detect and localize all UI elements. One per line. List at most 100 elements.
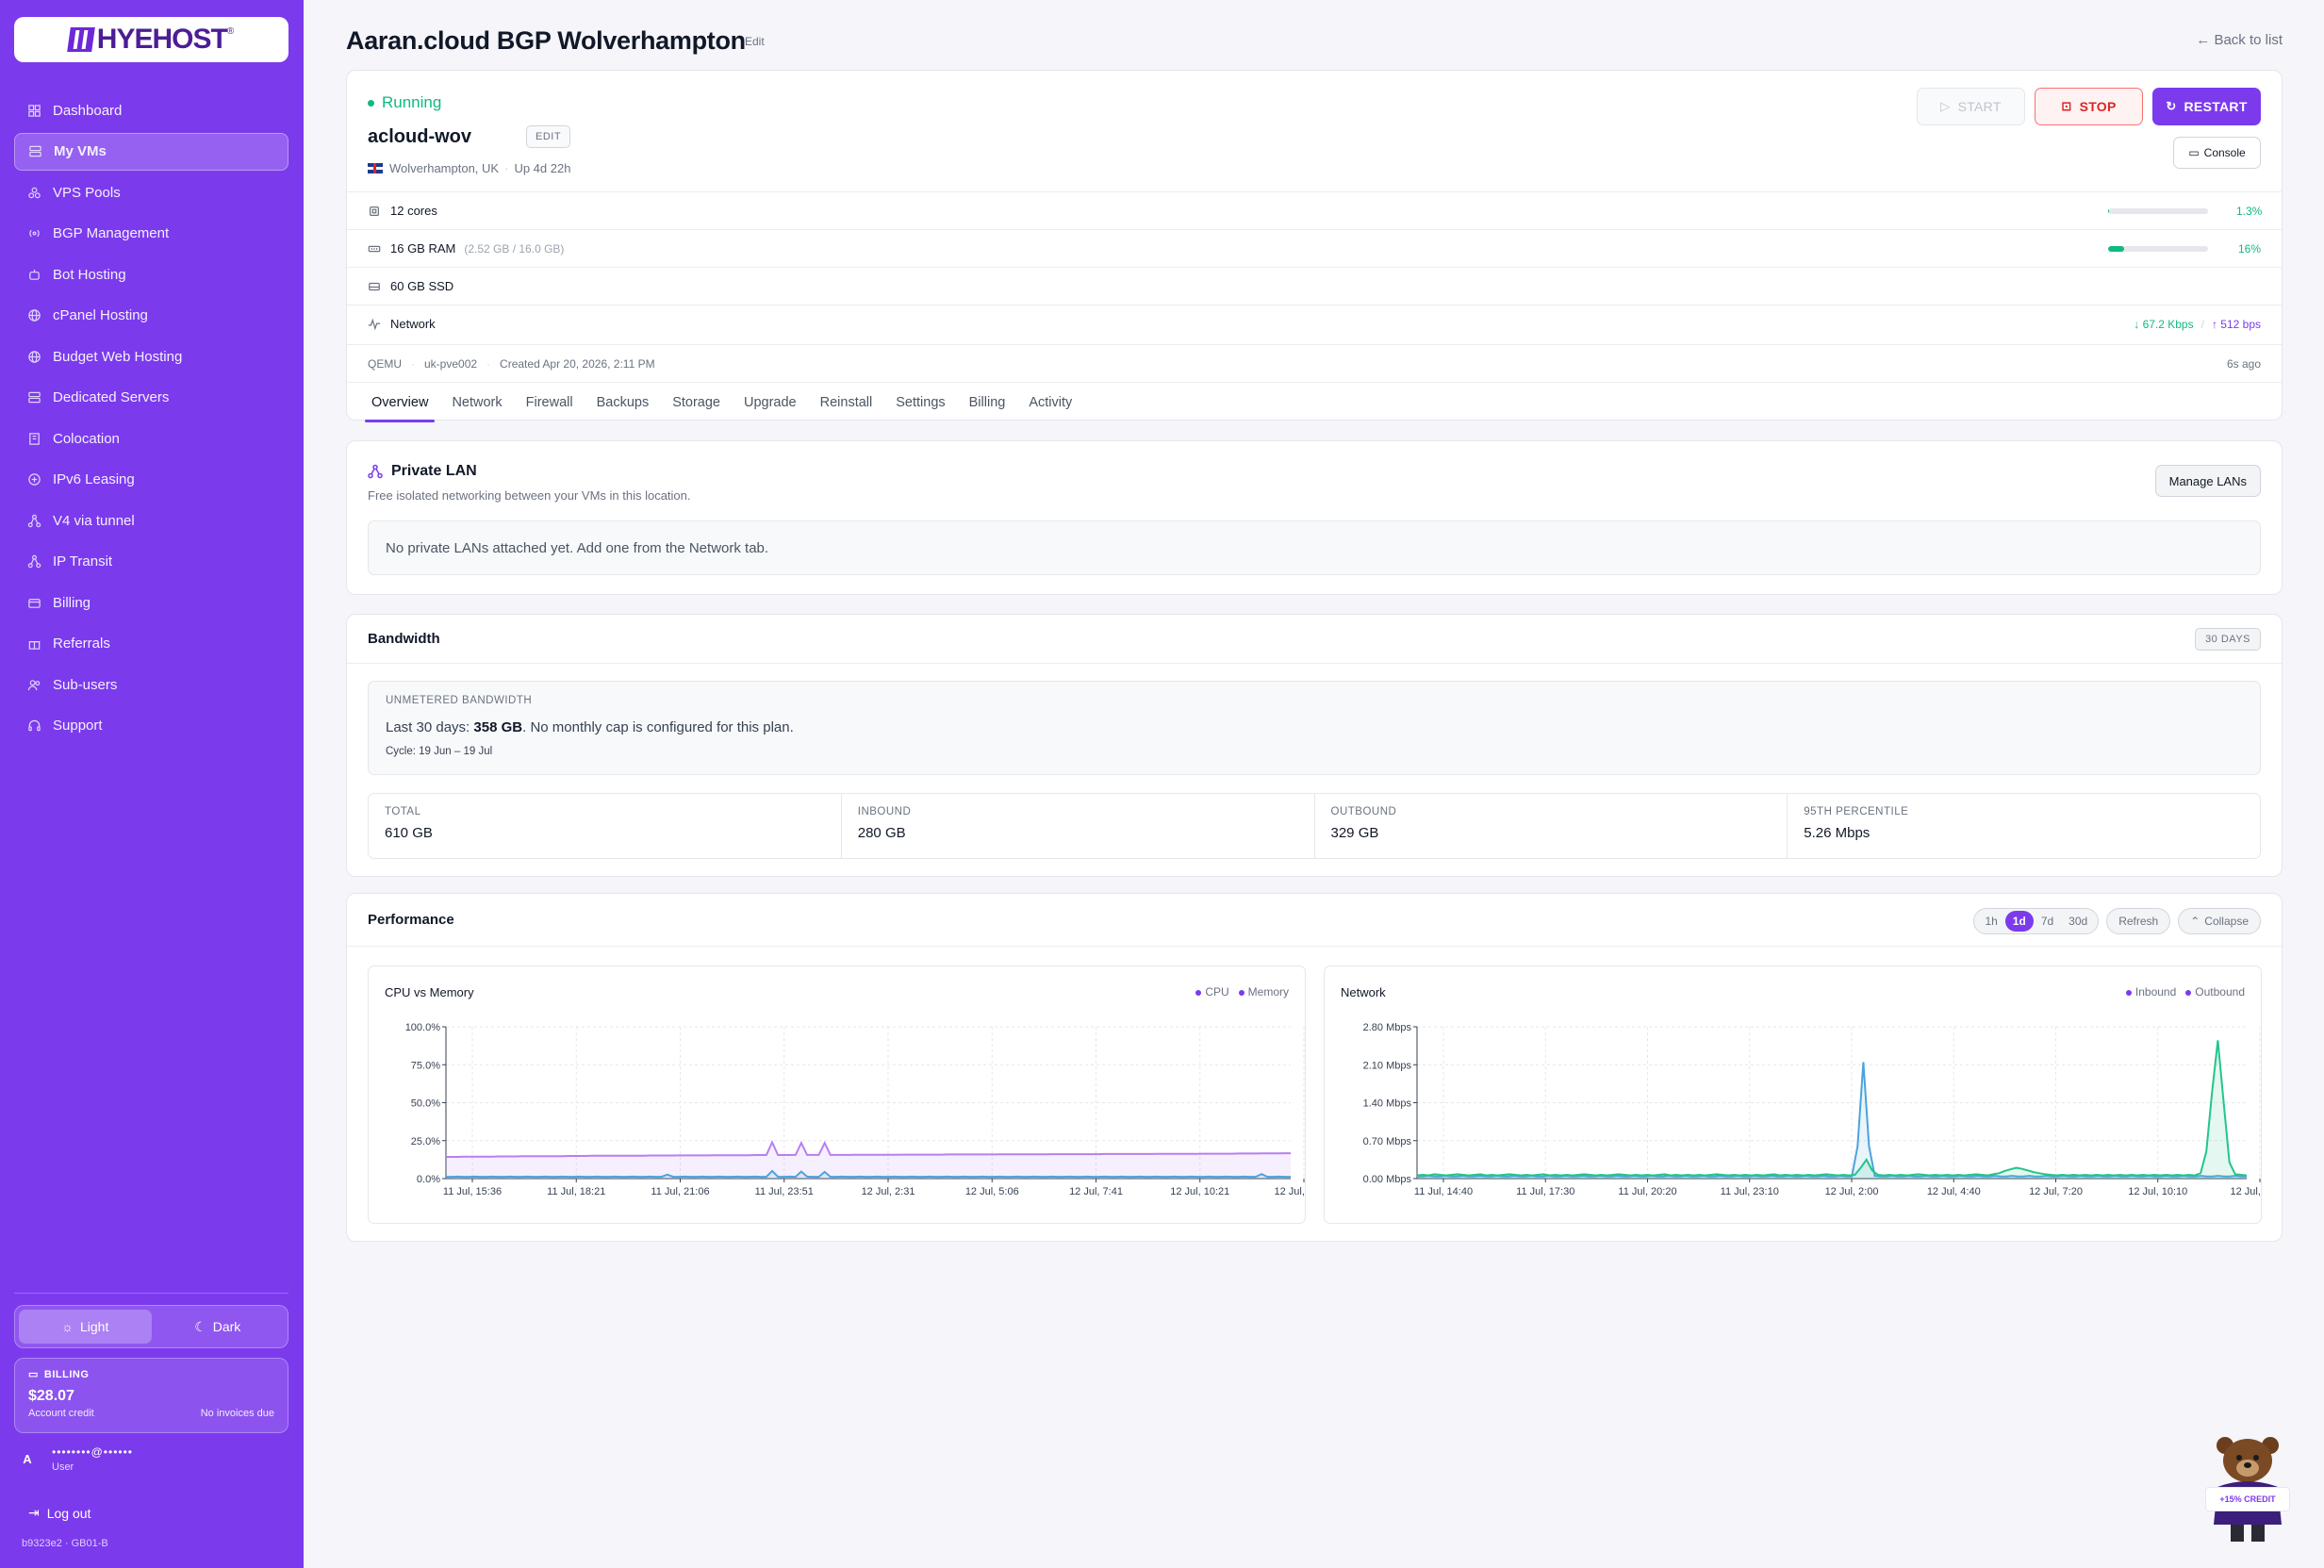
memory-icon	[368, 241, 382, 256]
tab-storage[interactable]: Storage	[672, 395, 720, 410]
ram-size: 16 GB RAM	[390, 241, 456, 256]
sidebar-item-my-vms[interactable]: My VMs	[14, 132, 288, 171]
ram-row: 16 GB RAM (2.52 GB / 16.0 GB) 16%	[347, 229, 2282, 267]
y-tick-label: 1.40 Mbps	[1363, 1098, 1412, 1110]
sidebar-item-referrals[interactable]: Referrals	[14, 625, 288, 663]
brand-logo[interactable]: HYEHOST ®	[14, 17, 288, 62]
disk-size: 60 GB SSD	[390, 279, 454, 293]
billing-summary-card[interactable]: ▭ BILLING $28.07 Account credit No invoi…	[14, 1358, 288, 1433]
sidebar-item-ip-transit[interactable]: IP Transit	[14, 543, 288, 581]
power-controls: ▷ START ⊡ STOP ↻ RESTART	[1917, 88, 2261, 125]
network-icon	[26, 554, 41, 569]
range-1h-button[interactable]: 1h	[1985, 915, 1998, 928]
network-rates: ↓ 67.2 Kbps / ↑ 512 bps	[2134, 318, 2261, 331]
sidebar-item-cpanel-hosting[interactable]: cPanel Hosting	[14, 297, 288, 335]
range-30d-button[interactable]: 30d	[2069, 915, 2088, 928]
billing-cycle: Cycle: 19 Jun – 19 Jul	[386, 746, 493, 757]
legend-item-cpu[interactable]: CPU	[1195, 985, 1229, 999]
theme-light-button[interactable]: ☼ Light	[19, 1310, 152, 1344]
sidebar-item-budget-web-hosting[interactable]: Budget Web Hosting	[14, 338, 288, 375]
sidebar-item-colocation[interactable]: Colocation	[14, 420, 288, 457]
usage-value: 358 GB	[473, 719, 523, 735]
tab-settings[interactable]: Settings	[896, 395, 946, 410]
created-date: Created Apr 20, 2026, 2:11 PM	[500, 356, 655, 371]
stat-label: 95TH PERCENTILE	[1804, 806, 1909, 817]
stat-label: OUTBOUND	[1330, 806, 1397, 817]
refresh-button[interactable]: Refresh	[2106, 908, 2171, 934]
stat-value: 610 GB	[385, 825, 433, 841]
stat-value: 329 GB	[1330, 825, 1379, 841]
range-1d-button[interactable]: 1d	[2004, 911, 2034, 932]
brand-name: HYEHOST	[96, 24, 228, 55]
x-tick-label: 12 Jul, 4:40	[1927, 1186, 1981, 1197]
back-to-list-link[interactable]: ← Back to list	[2196, 32, 2283, 48]
tab-reinstall[interactable]: Reinstall	[819, 395, 873, 410]
sidebar-item-billing[interactable]: Billing	[14, 584, 288, 621]
start-label: START	[1957, 99, 2002, 114]
bandwidth-card: Bandwidth 30 DAYS UNMETERED BANDWIDTH La…	[346, 614, 2283, 877]
uptime-text: Up 4d 22h	[514, 161, 571, 175]
tab-overview[interactable]: Overview	[361, 383, 438, 422]
tab-backups[interactable]: Backups	[596, 395, 650, 410]
y-tick-label: 0.70 Mbps	[1363, 1136, 1412, 1147]
user-role: User	[52, 1461, 74, 1473]
tab-firewall[interactable]: Firewall	[525, 395, 573, 410]
sidebar-item-dedicated-servers[interactable]: Dedicated Servers	[14, 379, 288, 417]
console-button[interactable]: ▭ Console	[2173, 137, 2261, 169]
x-tick-label: 12 Jul, 10:10	[2128, 1186, 2187, 1197]
sidebar-item-dashboard[interactable]: Dashboard	[14, 91, 288, 129]
collapse-button[interactable]: ⌃ Collapse	[2178, 908, 2261, 934]
console-label: Console	[2203, 146, 2246, 159]
sidebar-item-label: Budget Web Hosting	[53, 348, 183, 365]
sidebar-item-label: cPanel Hosting	[53, 307, 148, 323]
ram-usage: 16%	[2108, 242, 2261, 256]
promo-credit-sign[interactable]: +15% CREDIT	[2205, 1487, 2290, 1511]
restart-button[interactable]: ↻ RESTART	[2152, 88, 2261, 125]
legend-item-inbound[interactable]: Inbound	[2125, 985, 2176, 999]
edit-hostname-button[interactable]: EDIT	[526, 125, 571, 148]
series-line-outbound	[1416, 1040, 2248, 1177]
x-tick-label: 11 Jul, 15:36	[443, 1186, 502, 1197]
time-range-selector: 1h 1d 7d 30d	[1973, 908, 2100, 934]
status-dot-icon	[368, 99, 374, 107]
y-tick-label: 2.10 Mbps	[1363, 1060, 1412, 1071]
play-icon: ▷	[1940, 99, 1951, 113]
avatar: A	[23, 1452, 32, 1466]
account-credit-amount: $28.07	[28, 1388, 74, 1404]
y-tick-label: 50.0%	[411, 1098, 440, 1110]
sidebar-item-label: IP Transit	[53, 553, 113, 569]
manage-lans-button[interactable]: Manage LANs	[2154, 465, 2261, 497]
broadcast-icon	[26, 226, 41, 241]
legend-label: Outbound	[2195, 985, 2245, 999]
private-lan-card: Private LAN Free isolated networking bet…	[346, 440, 2283, 595]
sidebar-item-support[interactable]: Support	[14, 707, 288, 745]
location-text: Wolverhampton, UK	[389, 161, 500, 175]
range-7d-button[interactable]: 7d	[2040, 915, 2054, 928]
sidebar-item-v4-via-tunnel[interactable]: V4 via tunnel	[14, 502, 288, 539]
start-button[interactable]: ▷ START	[1917, 88, 2025, 125]
legend-item-memory[interactable]: Memory	[1238, 985, 1289, 999]
x-tick-label: 11 Jul, 14:40	[1414, 1186, 1473, 1197]
usage-suffix: . No monthly cap is configured for this …	[522, 719, 794, 735]
y-tick-label: 0.0%	[417, 1174, 440, 1185]
user-profile[interactable]: A ••••••••@•••••• User	[14, 1445, 288, 1473]
stat-label: TOTAL	[385, 806, 421, 817]
tab-billing[interactable]: Billing	[968, 395, 1006, 410]
tab-upgrade[interactable]: Upgrade	[744, 395, 797, 410]
theme-dark-button[interactable]: ☾ Dark	[152, 1310, 285, 1344]
stop-button[interactable]: ⊡ STOP	[2035, 88, 2143, 125]
tab-network[interactable]: Network	[452, 395, 503, 410]
sidebar-item-bot-hosting[interactable]: Bot Hosting	[14, 256, 288, 293]
sidebar-item-ipv6-leasing[interactable]: IPv6 Leasing	[14, 461, 288, 499]
sidebar-item-sub-users[interactable]: Sub-users	[14, 666, 288, 703]
sidebar-item-label: BGP Management	[53, 225, 170, 241]
logout-button[interactable]: ⇥ Log out	[28, 1505, 91, 1521]
legend-item-outbound[interactable]: Outbound	[2185, 985, 2245, 999]
sidebar-item-vps-pools[interactable]: VPS Pools	[14, 173, 288, 211]
bandwidth-period-badge: 30 DAYS	[2195, 628, 2261, 651]
legend-label: Memory	[1247, 985, 1289, 999]
tab-activity[interactable]: Activity	[1029, 395, 1073, 410]
sidebar-item-bgp-management[interactable]: BGP Management	[14, 215, 288, 253]
edit-title-link[interactable]: Edit	[745, 35, 765, 48]
stop-label: STOP	[2079, 99, 2117, 114]
